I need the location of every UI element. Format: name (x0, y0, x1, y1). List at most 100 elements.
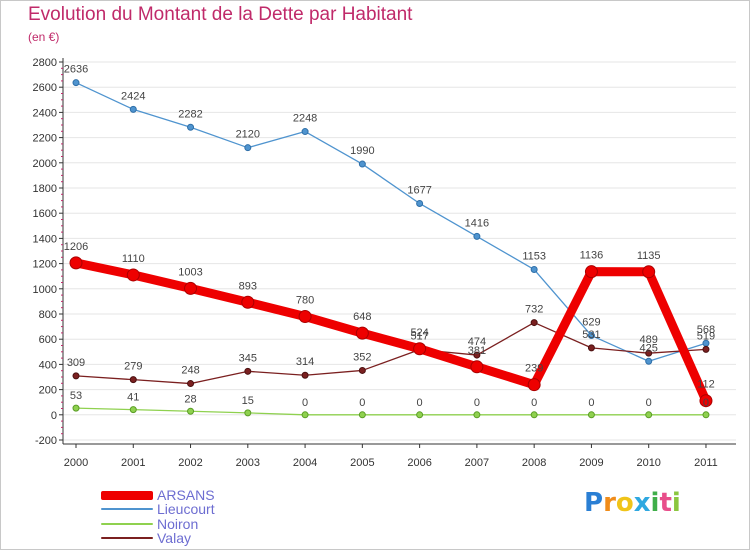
logo-letter: t (659, 488, 672, 518)
legend-label-lieucourt: Lieucourt (157, 501, 215, 517)
data-point-valay-2008 (530, 319, 538, 327)
x-tick-label-2001: 2001 (121, 457, 145, 469)
data-point-valay-2009 (587, 344, 595, 352)
data-point-lieucourt-2008 (530, 266, 538, 274)
data-label-lieucourt-2001: 2424 (121, 90, 145, 102)
legend-item-noiron: Noiron (101, 517, 198, 531)
legend-swatch-lieucourt (101, 508, 153, 510)
data-point-noiron-2007 (473, 411, 481, 419)
data-point-lieucourt-2005 (358, 160, 366, 168)
data-label-lieucourt-2006: 1677 (407, 184, 431, 196)
data-label-valay-2000: 309 (67, 357, 85, 369)
data-label-noiron-2000: 53 (70, 390, 82, 402)
data-label-lieucourt-2002: 2282 (178, 108, 202, 120)
x-tick-label-2011: 2011 (694, 457, 718, 469)
data-point-lieucourt-2010 (645, 357, 653, 365)
series-line-arsans (71, 258, 711, 406)
data-label-lieucourt-2004: 2248 (293, 113, 317, 125)
data-point-valay-2000 (72, 372, 80, 380)
data-point-arsans-2006 (413, 342, 427, 356)
x-tick-label-2000: 2000 (64, 457, 88, 469)
data-point-noiron-2009 (587, 411, 595, 419)
y-tick-label--200: -200 (35, 435, 57, 447)
data-label-lieucourt-2008: 1153 (522, 251, 546, 263)
data-label-arsans-2009: 1136 (580, 250, 604, 262)
y-tick-label-2000: 2000 (33, 158, 57, 170)
x-tick-label-2005: 2005 (350, 457, 374, 469)
data-point-arsans-2001 (126, 268, 140, 282)
data-label-arsans-2008: 239 (525, 363, 543, 375)
data-label-lieucourt-2009: 629 (582, 317, 600, 329)
series-line-lieucourt (75, 82, 707, 362)
x-tick-label-2010: 2010 (636, 457, 660, 469)
legend-swatch-valay (101, 537, 153, 539)
data-label-noiron-2003: 15 (242, 395, 254, 407)
data-label-arsans-2003: 893 (239, 280, 257, 292)
data-point-noiron-2008 (530, 411, 538, 419)
logo-letter: i (650, 488, 660, 518)
data-point-lieucourt-2003 (244, 144, 252, 152)
x-tick-label-2003: 2003 (236, 457, 260, 469)
data-point-lieucourt-2004 (301, 128, 309, 136)
data-label-lieucourt-2003: 2120 (236, 129, 260, 141)
data-point-arsans-2007 (470, 360, 484, 374)
data-point-valay-2003 (244, 367, 252, 375)
y-tick-label-2800: 2800 (33, 57, 57, 69)
y-tick-label-1200: 1200 (33, 259, 57, 271)
data-point-arsans-2003 (241, 295, 255, 309)
data-point-arsans-2010 (642, 265, 656, 279)
data-point-arsans-2004 (298, 310, 312, 324)
legend-item-valay: Valay (101, 531, 191, 545)
data-point-valay-2005 (358, 366, 366, 374)
data-point-arsans-2000 (69, 256, 83, 270)
legend-label-noiron: Noiron (157, 516, 199, 532)
x-tick-label-2002: 2002 (178, 457, 202, 469)
data-point-valay-2004 (301, 371, 309, 379)
x-tick-label-2006: 2006 (407, 457, 431, 469)
data-label-valay-2009: 531 (582, 329, 600, 341)
y-tick-label-1000: 1000 (33, 284, 57, 296)
data-label-lieucourt-2005: 1990 (350, 145, 374, 157)
data-point-arsans-2005 (355, 326, 369, 340)
data-label-noiron-2006: 0 (417, 397, 423, 409)
logo-letter: x (633, 488, 651, 518)
proxiti-logo: Proxiti (584, 488, 681, 518)
logo-letter: P (584, 488, 604, 518)
data-label-valay-2005: 352 (353, 351, 371, 363)
legend-label-valay: Valay (157, 530, 191, 546)
data-label-noiron-2010: 0 (646, 397, 652, 409)
data-label-arsans-2002: 1003 (178, 266, 202, 278)
data-label-valay-2008: 732 (525, 304, 543, 316)
data-label-arsans-2011: 112 (697, 379, 715, 391)
data-label-lieucourt-2011: 568 (697, 324, 715, 336)
data-point-noiron-2000 (72, 404, 80, 412)
data-label-valay-2001: 279 (124, 361, 142, 373)
data-label-valay-2010: 489 (640, 334, 658, 346)
data-point-valay-2011 (702, 345, 710, 353)
data-label-arsans-2006: 524 (410, 327, 428, 339)
data-label-valay-2007: 474 (468, 336, 486, 348)
chart-title: Evolution du Montant de la Dette par Hab… (28, 4, 413, 25)
y-tick-label-1800: 1800 (33, 183, 57, 195)
legend-item-lieucourt: Lieucourt (101, 502, 215, 516)
chart-subtitle: (en €) (28, 30, 60, 44)
data-point-noiron-2002 (187, 407, 195, 415)
data-point-lieucourt-2006 (416, 199, 424, 207)
y-tick-label-2400: 2400 (33, 107, 57, 119)
data-label-valay-2011: 519 (697, 330, 715, 342)
y-tick-label-1600: 1600 (33, 208, 57, 220)
data-label-arsans-2001: 1110 (122, 253, 145, 265)
y-tick-label-2600: 2600 (33, 82, 57, 94)
data-point-lieucourt-2000 (72, 79, 80, 87)
data-point-lieucourt-2009 (587, 332, 595, 340)
data-point-noiron-2011 (702, 411, 710, 419)
data-label-noiron-2002: 28 (184, 393, 196, 405)
data-point-noiron-2010 (645, 411, 653, 419)
data-point-lieucourt-2007 (473, 232, 481, 240)
data-point-noiron-2006 (416, 411, 424, 419)
data-label-noiron-2004: 0 (302, 397, 308, 409)
y-tick-label-400: 400 (39, 359, 57, 371)
data-label-valay-2002: 248 (181, 365, 199, 377)
